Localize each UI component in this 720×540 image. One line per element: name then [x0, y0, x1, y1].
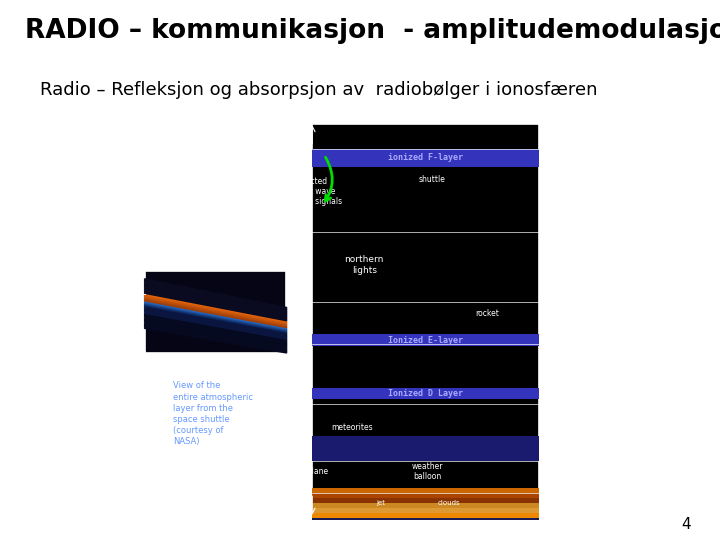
Text: meteorites: meteorites	[331, 423, 373, 433]
Text: km: km	[130, 356, 140, 363]
Text: 100
km: 100 km	[546, 329, 559, 348]
Bar	[312, 513, 539, 518]
Text: ionized F-layer: ionized F-layer	[388, 153, 463, 163]
Text: rocket: rocket	[475, 309, 499, 319]
Text: The
Atmosphere
and the
Earth-Space
Interface: The Atmosphere and the Earth-Space Inter…	[175, 158, 251, 221]
Bar	[312, 508, 539, 513]
FancyArrowPatch shape	[325, 157, 332, 201]
Text: 200
km: 200 km	[546, 215, 559, 233]
Text: RADIO – kommunikasjon  - amplitudemodulasjon  AM: RADIO – kommunikasjon - amplitudemodulas…	[25, 18, 720, 44]
Text: 250
km: 250 km	[546, 133, 559, 152]
Bar	[312, 488, 539, 493]
Text: weather
balloon: weather balloon	[412, 462, 444, 481]
Bar	[312, 493, 539, 498]
Text: reflected
short wave
radio signals: reflected short wave radio signals	[294, 177, 343, 206]
Text: 0: 0	[135, 346, 140, 352]
Text: shuttle: shuttle	[418, 175, 445, 184]
Bar	[312, 388, 539, 400]
Bar	[312, 518, 539, 519]
Text: 0
km: 0 km	[546, 488, 555, 507]
Bar	[145, 271, 287, 353]
Bar	[312, 503, 539, 508]
Text: 50
km: 50 km	[546, 399, 555, 417]
Text: clouds: clouds	[437, 500, 460, 505]
Text: 4: 4	[682, 517, 691, 532]
Text: 150
km: 150 km	[546, 284, 559, 303]
Bar	[312, 436, 539, 461]
Text: Radio – Refleksjon og absorpsjon av  radiobølger i ionosfæren: Radio – Refleksjon og absorpsjon av radi…	[40, 81, 597, 99]
Text: 100: 100	[127, 291, 140, 297]
Bar	[312, 148, 539, 167]
Text: Ionized D Layer: Ionized D Layer	[388, 389, 463, 398]
Text: Mt. Everest: Mt. Everest	[272, 500, 312, 505]
Text: Ionized E-layer: Ionized E-layer	[388, 336, 463, 345]
Text: spy plane: spy plane	[292, 467, 328, 476]
Bar	[312, 334, 539, 347]
Text: View of the
entire atmospheric
layer from the
space shuttle
(courtesy of
NASA): View of the entire atmospheric layer fro…	[174, 381, 253, 446]
Text: jet: jet	[376, 500, 385, 505]
Text: northern
lights: northern lights	[344, 255, 384, 275]
Bar	[312, 124, 539, 519]
Bar	[312, 498, 539, 503]
